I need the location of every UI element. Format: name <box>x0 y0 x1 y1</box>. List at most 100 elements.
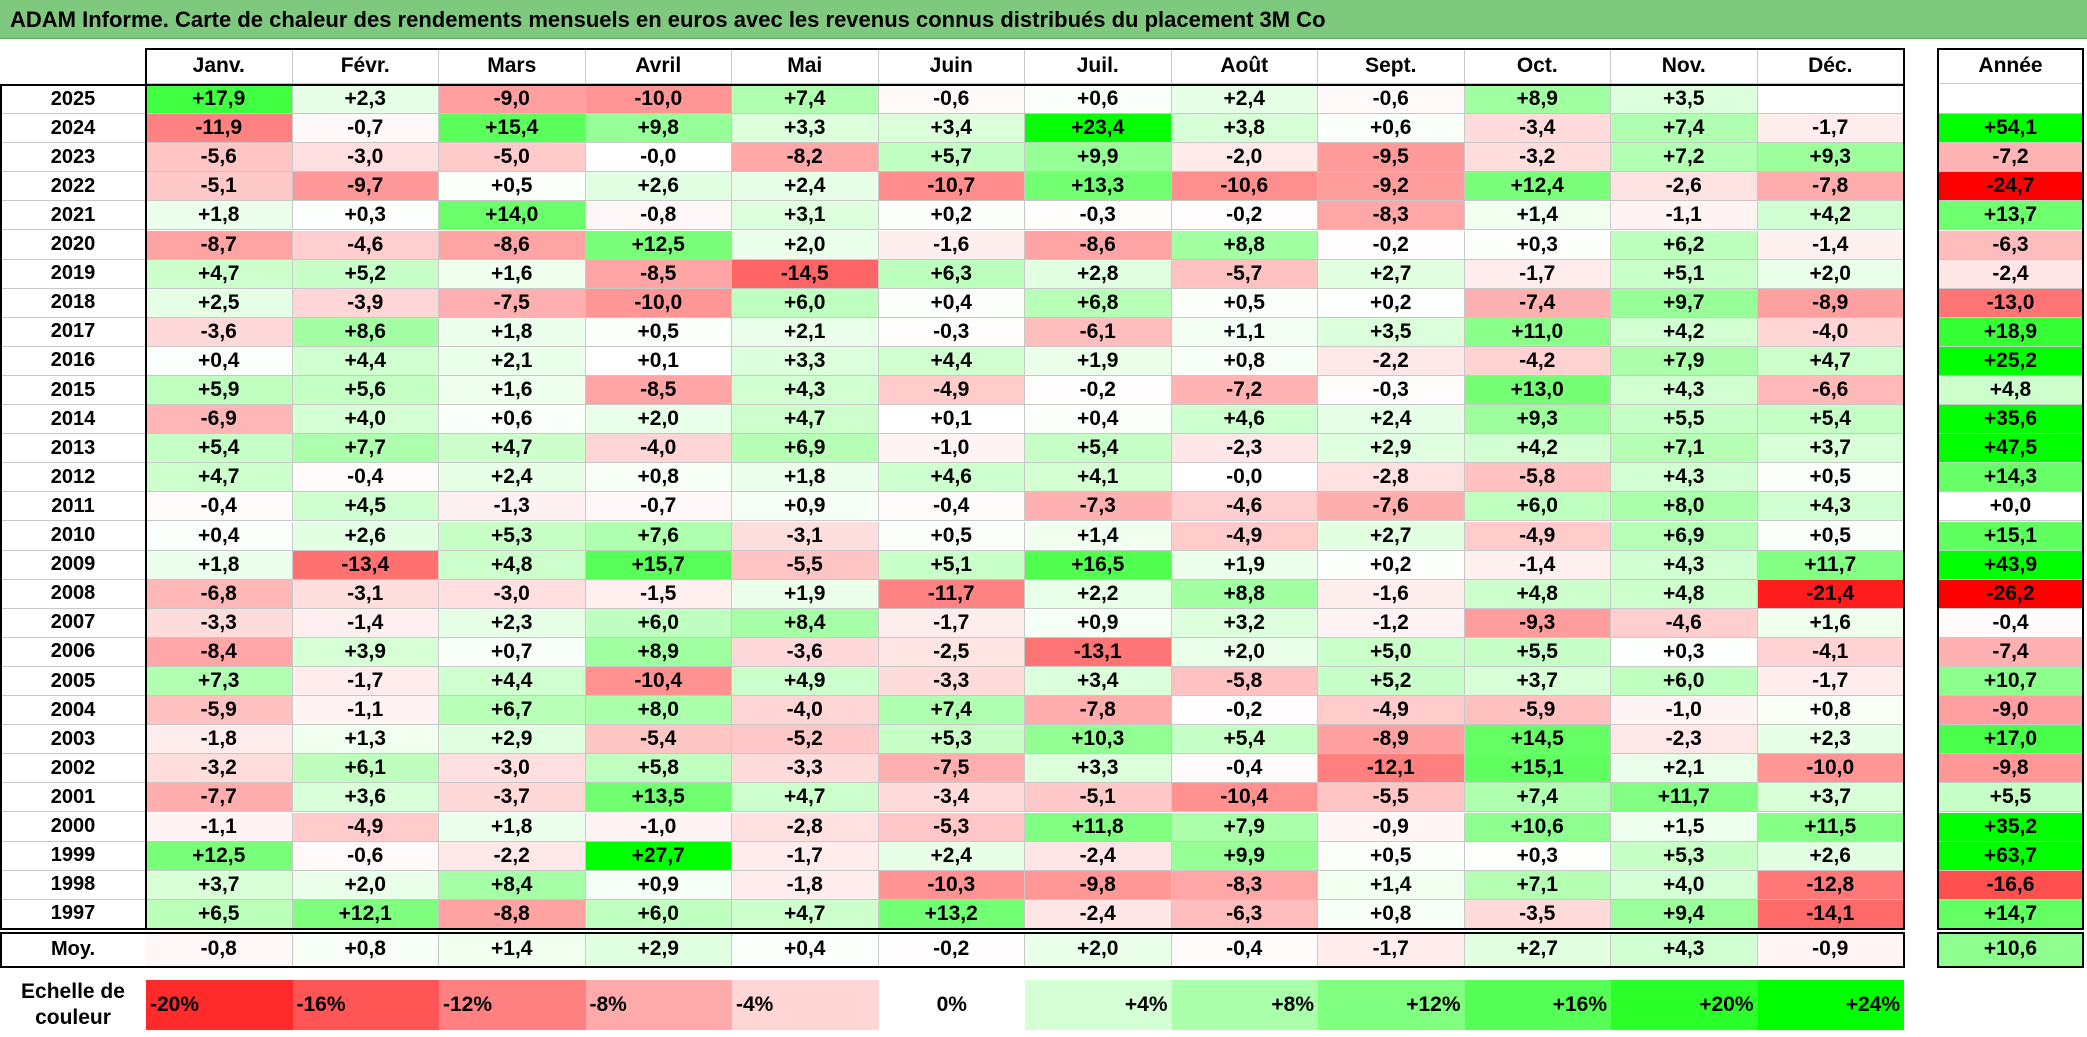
scale-swatch: 0% <box>878 980 1025 1030</box>
month-header: Sept. <box>1318 49 1465 84</box>
heatmap-cell: +5,4 <box>146 434 293 464</box>
heatmap-cell: -1,7 <box>878 608 1025 638</box>
heatmap-cell: +2,0 <box>1757 259 1904 289</box>
heatmap-cell: -2,0 <box>1171 143 1318 173</box>
heatmap-cell: +6,0 <box>585 608 732 638</box>
heatmap-cell: -1,0 <box>878 434 1025 464</box>
annual-cell: +5,5 <box>1938 783 2084 813</box>
annual-cell: +4,8 <box>1938 376 2084 406</box>
heatmap-cell: -3,5 <box>1464 899 1611 929</box>
heatmap-cell: -5,3 <box>878 812 1025 842</box>
heatmap-cell: +3,8 <box>1171 114 1318 144</box>
heatmap-cell: -2,4 <box>1025 899 1172 929</box>
heatmap-cell: -12,1 <box>1318 754 1465 784</box>
heatmap-cell: -0,7 <box>585 492 732 522</box>
heatmap-cell: -1,7 <box>1464 259 1611 289</box>
heatmap-cell: +1,8 <box>146 550 293 580</box>
heatmap-cell: +2,6 <box>292 521 439 551</box>
heatmap-cell: -2,3 <box>1611 725 1758 755</box>
heatmap-cell: +4,2 <box>1757 201 1904 231</box>
heatmap-cell: -5,9 <box>1464 696 1611 726</box>
heatmap-cell: +8,8 <box>1171 579 1318 609</box>
heatmap-cell: -10,0 <box>585 288 732 318</box>
heatmap-cell: -4,9 <box>1318 696 1465 726</box>
heatmap-cell: -8,3 <box>1318 201 1465 231</box>
heatmap-cell: +0,3 <box>1611 637 1758 667</box>
heatmap-cell: +15,1 <box>1464 754 1611 784</box>
heatmap-cell: +8,9 <box>1464 85 1611 115</box>
heatmap-cell: +6,0 <box>585 899 732 929</box>
annual-cell: -24,7 <box>1938 172 2084 202</box>
heatmap-cell: +23,4 <box>1025 114 1172 144</box>
heatmap-cell: -12,8 <box>1757 870 1904 900</box>
heatmap-cell: +0,9 <box>1025 608 1172 638</box>
heatmap-cell: -1,1 <box>1611 201 1758 231</box>
annual-cell: +25,2 <box>1938 346 2084 376</box>
heatmap-cell: +10,6 <box>1464 812 1611 842</box>
heatmap-cell: -10,3 <box>878 870 1025 900</box>
heatmap-cell: +4,7 <box>146 259 293 289</box>
title-bar: ADAM Informe. Carte de chaleur des rende… <box>0 0 2087 39</box>
heatmap-cell: +4,5 <box>292 492 439 522</box>
heatmap-cell: +5,2 <box>292 259 439 289</box>
average-cell: -1,7 <box>1318 932 1465 967</box>
heatmap-cell: -9,0 <box>439 85 586 115</box>
heatmap-cell: +7,7 <box>292 434 439 464</box>
year-label: 2014 <box>0 405 146 435</box>
heatmap-cell: -0,2 <box>1171 696 1318 726</box>
scale-swatch: +8% <box>1171 980 1318 1030</box>
heatmap-cell: +2,6 <box>1757 841 1904 871</box>
annual-cell: +17,0 <box>1938 725 2084 755</box>
heatmap-cell: -14,5 <box>732 259 879 289</box>
heatmap-cell: +0,2 <box>1318 550 1465 580</box>
heatmap-cell: +0,7 <box>439 637 586 667</box>
heatmap-cell: -0,6 <box>878 85 1025 115</box>
heatmap-cell: +4,4 <box>292 346 439 376</box>
heatmap-cell: -2,4 <box>1025 841 1172 871</box>
year-label: 2015 <box>0 376 146 406</box>
heatmap-cell: +13,5 <box>585 783 732 813</box>
heatmap-cell: +9,9 <box>1171 841 1318 871</box>
heatmap-cell: -2,2 <box>439 841 586 871</box>
heatmap-cell: +1,5 <box>1611 812 1758 842</box>
heatmap-cell: -7,8 <box>1757 172 1904 202</box>
heatmap-cell: -1,4 <box>292 608 439 638</box>
heatmap-cell: -8,9 <box>1757 288 1904 318</box>
month-header: Juin <box>878 49 1025 84</box>
heatmap-cell: +5,1 <box>1611 259 1758 289</box>
heatmap-cell: -11,7 <box>878 579 1025 609</box>
heatmap-cell: -10,0 <box>585 85 732 115</box>
heatmap-cell: +0,1 <box>878 405 1025 435</box>
heatmap-cell: -11,9 <box>146 114 293 144</box>
scale-swatch: +20% <box>1611 980 1758 1030</box>
heatmap-cell: +0,8 <box>1171 346 1318 376</box>
heatmap-cell: -13,4 <box>292 550 439 580</box>
annual-header: Année <box>1938 49 2084 84</box>
heatmap-cell: +3,6 <box>292 783 439 813</box>
heatmap-cell: -3,3 <box>732 754 879 784</box>
heatmap-cell: -6,3 <box>1171 899 1318 929</box>
heatmap-cell: -1,4 <box>1464 550 1611 580</box>
heatmap-cell: +7,1 <box>1464 870 1611 900</box>
average-cell: +1,4 <box>439 932 586 967</box>
heatmap-cell: -0,3 <box>1025 201 1172 231</box>
heatmap-cell: -13,1 <box>1025 637 1172 667</box>
heatmap-cell: -14,1 <box>1757 899 1904 929</box>
heatmap-cell: +9,7 <box>1611 288 1758 318</box>
heatmap-cell: +1,9 <box>732 579 879 609</box>
heatmap-cell: -1,8 <box>732 870 879 900</box>
heatmap-cell: +6,5 <box>146 899 293 929</box>
heatmap-cell: +9,4 <box>1611 899 1758 929</box>
heatmap-cell: +11,8 <box>1025 812 1172 842</box>
heatmap-cell: +4,3 <box>1611 550 1758 580</box>
heatmap-cell: +6,2 <box>1611 230 1758 260</box>
heatmap-cell: +1,9 <box>1025 346 1172 376</box>
heatmap-cell: +8,4 <box>732 608 879 638</box>
heatmap-cell: +7,3 <box>146 667 293 697</box>
heatmap-cell: +7,4 <box>1611 114 1758 144</box>
heatmap-cell: +5,4 <box>1757 405 1904 435</box>
heatmap-cell: -4,0 <box>732 696 879 726</box>
scale-swatch: +12% <box>1318 980 1465 1030</box>
annual-cell: -6,3 <box>1938 230 2084 260</box>
heatmap-cell: +6,9 <box>732 434 879 464</box>
